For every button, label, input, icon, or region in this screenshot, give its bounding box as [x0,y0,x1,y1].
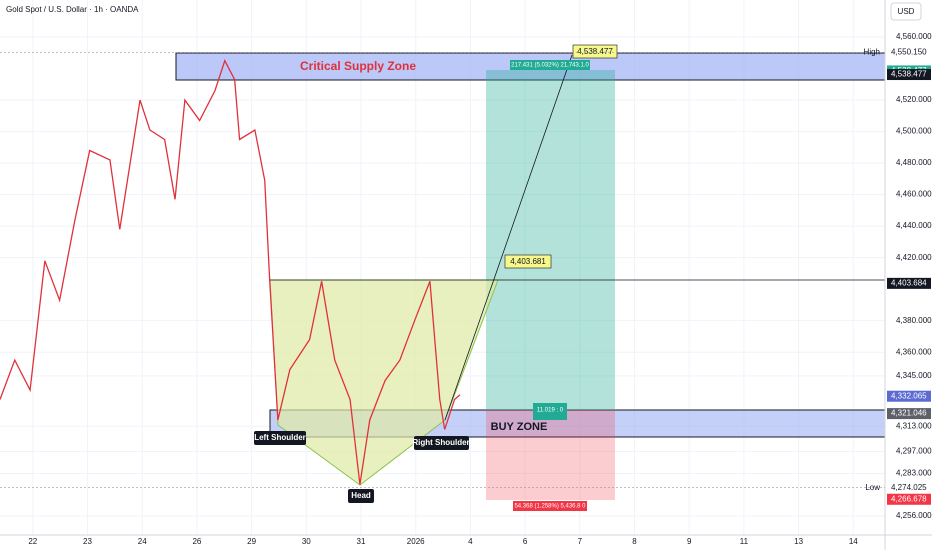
price-tag-label: 4,274.025 [891,483,927,492]
y-tick-label: 4,480.000 [896,158,932,167]
y-tick-label: 4,360.000 [896,347,932,356]
x-tick-label: 14 [849,537,858,546]
x-tick-label: 6 [523,537,528,546]
level-name: Low [865,483,880,492]
x-tick-label: 4 [468,537,473,546]
x-tick-label: 9 [687,537,692,546]
entry-label: 11.019 : 0 [537,408,564,414]
price-tag [887,482,931,494]
chart-title: Gold Spot / U.S. Dollar · 1h · OANDA [6,5,139,14]
price-tag [887,493,931,505]
target-label: 4,538.477 [577,47,613,56]
x-tick-label: 23 [83,537,92,546]
y-tick-label: 4,313.000 [896,421,932,430]
profit-box [486,70,615,410]
head-label: Head [351,491,371,500]
y-tick-label: 4,380.000 [896,316,932,325]
y-tick-label: 4,297.000 [896,447,932,456]
loss-box [486,410,615,500]
projection [444,54,573,421]
profit-label: 217.431 (5.032%) 21,743.1.0 [511,63,589,69]
x-tick-label: 13 [794,537,803,546]
price-tag [887,390,931,402]
y-tick-label: 4,256.000 [896,511,932,520]
x-tick-label: 24 [138,537,147,546]
price-tag-label: 4,332.065 [891,391,927,400]
x-tick-label: 29 [247,537,256,546]
callout [513,501,587,511]
tag-bg [414,436,469,450]
x-tick-label: 11 [740,537,749,546]
y-tick-label: 4,440.000 [896,221,932,230]
callout [572,44,618,59]
y-tick-label: 4,460.000 [896,190,932,199]
price-tag [887,408,931,420]
x-tick-label: 30 [302,537,311,546]
callout [533,403,567,420]
tag-bg [348,489,374,503]
y-tick-label: 4,500.000 [896,127,932,136]
y-tick-label: 4,520.000 [896,95,932,104]
y-tick-label: 4,345.000 [896,371,932,380]
grid [0,0,885,535]
price-tag-label: 4,403.684 [891,278,927,287]
tag-bg [254,431,306,445]
left-shoulder-label: Left Shoulder [254,433,306,442]
callout [504,254,552,269]
price-tag [887,277,931,289]
level-name: High [864,48,880,57]
y-tick-label: 4,560.000 [896,32,932,41]
right-shoulder-label: Right Shoulder [412,438,469,447]
x-tick-label: 22 [28,537,37,546]
supply-label: Critical Supply Zone [300,59,416,73]
price-tag-label: 4,266.678 [891,494,927,503]
price-tag-label: 4,550.150 [891,48,927,57]
price-tag-label: 4,321.046 [891,409,927,418]
price-line [0,59,461,485]
price-tag [887,69,931,81]
x-tick-label: 7 [578,537,583,546]
currency-box [890,2,922,21]
callout [510,60,590,70]
buy-label: BUY ZONE [491,421,548,433]
loss-label: 54.368 (1.258%) 5,436.8 0 [514,504,586,510]
x-tick-label: 31 [357,537,366,546]
x-tick-label: 26 [192,537,201,546]
y-tick-label: 4,420.000 [896,253,932,262]
price-tag-label: 4,538.477 [891,70,927,79]
x-tick-label: 8 [632,537,637,546]
neckline-label: 4,403.681 [510,257,546,266]
y-tick-label: 4,283.000 [896,469,932,478]
x-tick-label: 2026 [407,537,425,546]
price-tag [887,47,931,59]
currency: USD [898,7,915,16]
